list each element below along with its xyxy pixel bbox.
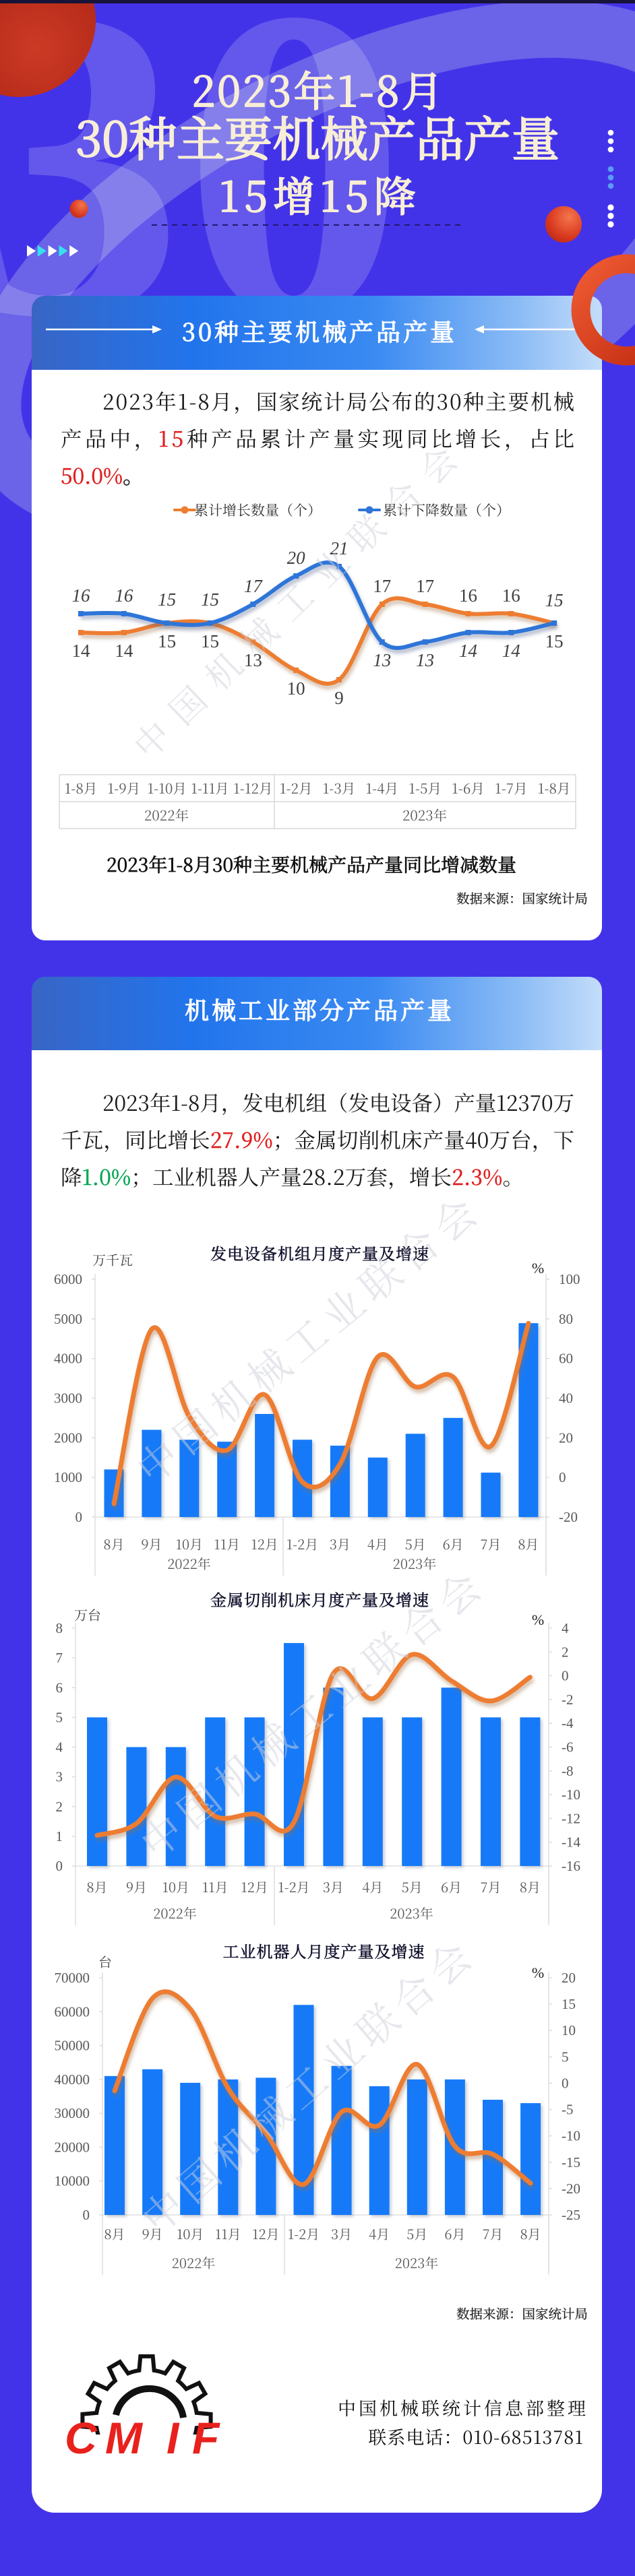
svg-text:16: 16 [459, 585, 477, 606]
svg-text:13: 13 [373, 650, 391, 670]
svg-text:16: 16 [502, 585, 520, 606]
svg-text:20: 20 [559, 1429, 573, 1446]
svg-text:20: 20 [562, 1970, 576, 1986]
svg-text:70000: 70000 [55, 1970, 90, 1986]
svg-text:4000: 4000 [54, 1351, 82, 1367]
svg-text:10: 10 [287, 678, 305, 699]
svg-text:-5: -5 [562, 2102, 574, 2118]
svg-text:16: 16 [115, 585, 133, 606]
svg-text:%: % [532, 1611, 544, 1628]
svg-text:21: 21 [330, 538, 348, 558]
svg-text:-10: -10 [562, 2128, 580, 2144]
svg-text:5000: 5000 [54, 1311, 82, 1327]
svg-text:-25: -25 [562, 2207, 580, 2223]
svg-text:0: 0 [83, 2207, 90, 2223]
svg-text:40: 40 [559, 1390, 573, 1407]
svg-text:-2: -2 [562, 1692, 574, 1708]
svg-text:16: 16 [72, 585, 91, 606]
svg-text:8: 8 [56, 1620, 63, 1636]
svg-text:15: 15 [201, 589, 219, 610]
svg-text:100: 100 [559, 1271, 580, 1287]
svg-text:3000: 3000 [54, 1390, 82, 1407]
svg-text:30000: 30000 [55, 2105, 90, 2121]
svg-text:M: M [105, 2413, 144, 2463]
svg-text:%: % [532, 1260, 544, 1277]
svg-text:60000: 60000 [55, 2003, 90, 2020]
svg-text:17: 17 [416, 576, 434, 596]
svg-text:6: 6 [56, 1679, 63, 1696]
svg-text:13: 13 [416, 650, 434, 670]
svg-text:15: 15 [562, 1996, 576, 2012]
svg-text:20: 20 [287, 548, 306, 568]
svg-text:14: 14 [72, 641, 91, 661]
svg-text:-16: -16 [562, 1858, 580, 1874]
svg-text:-10: -10 [562, 1786, 580, 1803]
svg-text:6000: 6000 [54, 1271, 82, 1287]
svg-text:-4: -4 [562, 1715, 574, 1731]
svg-text:15: 15 [201, 631, 219, 651]
svg-text:-20: -20 [562, 2181, 580, 2197]
svg-text:60: 60 [559, 1351, 573, 1367]
svg-text:50000: 50000 [55, 2038, 90, 2054]
svg-text:5: 5 [56, 1709, 63, 1725]
svg-text:9: 9 [334, 688, 344, 708]
svg-text:80: 80 [559, 1311, 573, 1327]
svg-text:0: 0 [559, 1469, 566, 1485]
svg-text:C: C [65, 2413, 98, 2463]
svg-text:15: 15 [158, 589, 176, 610]
svg-text:40000: 40000 [55, 2071, 90, 2088]
svg-text:-6: -6 [562, 1739, 574, 1756]
svg-text:15: 15 [545, 590, 564, 610]
svg-text:14: 14 [502, 641, 520, 661]
svg-text:-20: -20 [559, 1509, 578, 1525]
svg-text:0: 0 [562, 2075, 569, 2091]
svg-text:2: 2 [56, 1799, 63, 1815]
svg-text:15: 15 [158, 631, 176, 651]
svg-text:14: 14 [115, 641, 133, 661]
svg-text:13: 13 [244, 650, 262, 670]
svg-text:-8: -8 [562, 1763, 574, 1779]
svg-text:0: 0 [56, 1858, 63, 1874]
svg-text:1000: 1000 [54, 1469, 82, 1485]
svg-text:10000: 10000 [55, 2173, 90, 2189]
svg-text:2: 2 [562, 1644, 569, 1660]
svg-text:-14: -14 [562, 1834, 580, 1850]
svg-text:-12: -12 [562, 1810, 580, 1826]
svg-text:3: 3 [56, 1769, 63, 1785]
svg-text:14: 14 [459, 641, 477, 661]
svg-text:17: 17 [373, 576, 391, 596]
svg-text:10: 10 [562, 2022, 576, 2038]
svg-text:I: I [167, 2413, 180, 2463]
svg-text:15: 15 [545, 631, 564, 651]
svg-text:4: 4 [562, 1620, 569, 1636]
svg-text:5: 5 [562, 2049, 569, 2065]
svg-text:1: 1 [56, 1828, 63, 1844]
svg-text:4: 4 [56, 1739, 63, 1756]
svg-text:0: 0 [75, 1509, 83, 1525]
svg-text:0: 0 [562, 1668, 569, 1684]
svg-text:17: 17 [244, 576, 264, 596]
svg-text:F: F [192, 2413, 220, 2463]
svg-text:-15: -15 [562, 2154, 580, 2170]
svg-text:20000: 20000 [55, 2139, 90, 2155]
svg-text:2000: 2000 [54, 1429, 82, 1446]
svg-text:%: % [532, 1964, 544, 1981]
svg-text:7: 7 [56, 1650, 63, 1666]
